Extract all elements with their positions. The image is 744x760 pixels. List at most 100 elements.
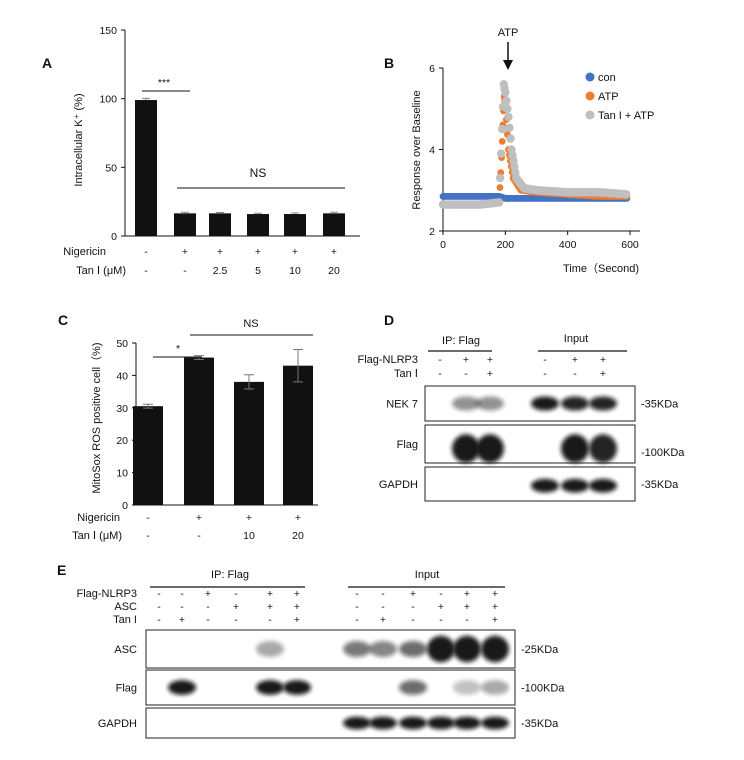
panel-b-point <box>495 173 505 183</box>
panel-e-condition-cell: - <box>439 614 443 626</box>
panel-e-condition-cell: + <box>233 601 239 613</box>
panel-e-band <box>481 635 509 663</box>
panel-d-blot: NEK 7 -35KDa <box>386 385 679 422</box>
panel-e-row-label-1: ASC <box>114 601 137 613</box>
panel-b-legend-marker <box>585 72 595 82</box>
panel-e-band <box>481 716 509 730</box>
panel-e-blot: ASC -25KDa <box>114 629 559 669</box>
panel-a-bar <box>323 213 345 236</box>
panel-e-condition-cell: + <box>464 588 470 600</box>
panel-e-band <box>369 641 397 657</box>
panel-e-band <box>453 716 481 730</box>
panel-c-row-label-tan: Tan Ⅰ (μM) <box>72 530 122 542</box>
panel-b-legend-label: con <box>598 72 616 84</box>
panel-e-group-ip: IP: Flag <box>211 569 249 581</box>
panel-d-blot-label: Flag <box>397 439 418 451</box>
panel-c-ytick-label: 20 <box>116 435 128 447</box>
panel-b-point <box>496 149 506 158</box>
panel-e-condition-cell: + <box>464 601 470 613</box>
panel-a-bar <box>174 213 196 236</box>
panel-e-blot: GAPDH -35KDa <box>98 707 559 739</box>
panel-d: D IP: Flag Input Flag-NLRP3 Tan Ⅰ - + + - + +… <box>357 312 685 502</box>
panel-c-ns-label: NS <box>243 318 258 330</box>
panel-e-group-input: Input <box>415 569 439 581</box>
panel-d-band <box>589 396 617 411</box>
panel-e-condition-cell: - <box>355 601 359 613</box>
panel-a-condition-cell: + <box>292 246 298 258</box>
panel-d-band <box>476 396 504 411</box>
panel-e-condition-cell: - <box>355 614 359 626</box>
panel-e-condition-cell: - <box>157 588 161 600</box>
panel-b-xtick-label: 0 <box>440 239 446 251</box>
panel-e-blot-label: ASC <box>114 644 137 656</box>
panel-d-band <box>531 478 559 493</box>
panel-c-condition-cell: - <box>146 512 150 524</box>
panel-e-condition-cell: + <box>179 614 185 626</box>
panel-d-blot-size: -35KDa <box>641 399 679 411</box>
panel-e-condition-cell: - <box>411 614 415 626</box>
panel-e-condition-cell: - <box>355 588 359 600</box>
panel-e-condition-cell: - <box>234 614 238 626</box>
panel-d-condition-cell: - <box>543 368 547 380</box>
panel-e-band <box>369 716 397 730</box>
panel-e-condition-cell: + <box>492 588 498 600</box>
panel-d-condition-cell: - <box>543 354 547 366</box>
panel-a-row-label-nigericin: Nigericin <box>63 246 106 258</box>
panel-d-condition-cell: + <box>463 354 469 366</box>
panel-a-condition-cell: + <box>182 246 188 258</box>
panel-e-blot-size: -25KDa <box>521 644 559 656</box>
panel-d-band <box>452 396 480 411</box>
panel-c: C MitoSox ROS positive cell（%) 0 10 20 30 40… <box>58 312 318 542</box>
panel-a-condition-cell: 10 <box>289 265 301 277</box>
panel-a-ytick-label: 100 <box>99 94 117 106</box>
panel-d-band <box>589 478 617 493</box>
panel-e-label: E <box>57 562 66 578</box>
panel-e-condition-cell: - <box>439 588 443 600</box>
panel-e-band <box>283 680 311 695</box>
panel-e-condition-cell: - <box>234 588 238 600</box>
panel-d-label: D <box>384 312 394 328</box>
panel-e-blot: Flag -100KDa <box>116 669 565 706</box>
panel-c-ytick-label: 0 <box>122 500 128 512</box>
panel-b-point <box>506 134 515 143</box>
panel-b-xtick-label: 600 <box>621 239 639 251</box>
panel-d-row-label-1: Tan Ⅰ <box>394 368 418 380</box>
panel-c-bar <box>133 406 163 505</box>
panel-b-point <box>498 124 507 134</box>
panel-c-ytick-label: 40 <box>116 370 128 382</box>
panel-b-xlabel: Time（Second) <box>563 262 639 275</box>
panel-a-condition-cell: 2.5 <box>213 265 228 277</box>
panel-c-bar <box>234 381 264 505</box>
panel-e-condition-cell: - <box>180 588 184 600</box>
panel-e-condition-cell: - <box>381 588 385 600</box>
panel-e-condition-cell: - <box>411 601 415 613</box>
panel-a-ytick-label: 150 <box>99 25 117 37</box>
panel-b: B Response over Baseline Time（Second) 2 4… <box>384 27 654 275</box>
panel-d-blot-size: -100KDa <box>641 447 685 459</box>
panel-a-sig-label: *** <box>158 77 170 89</box>
panel-e-condition-cell: + <box>294 601 300 613</box>
panel-c-sig-label: * <box>176 343 180 355</box>
panel-a-condition-cell: - <box>183 265 187 277</box>
panel-e-condition-cell: - <box>465 614 469 626</box>
panel-e-condition-cell: - <box>381 601 385 613</box>
panel-e-condition-cell: - <box>157 614 161 626</box>
panel-b-point <box>505 123 514 132</box>
panel-b-legend-marker <box>585 110 595 120</box>
panel-a-label: A <box>42 55 52 71</box>
panel-a-ytick-label: 50 <box>105 162 117 174</box>
panel-a-ns-label: NS <box>250 166 267 180</box>
panel-e-band <box>343 641 371 657</box>
panel-e-row-label-2: Tan I <box>113 614 137 626</box>
panel-c-ytick-label: 10 <box>116 468 128 480</box>
panel-b-ylabel: Response over Baseline <box>411 90 423 209</box>
panel-d-band <box>452 434 480 463</box>
panel-e-condition-cell: + <box>294 588 300 600</box>
panel-b-point <box>504 112 513 122</box>
panel-e-condition-cell: + <box>294 614 300 626</box>
panel-a-condition-cell: + <box>331 246 337 258</box>
panel-b-point <box>503 104 512 113</box>
panel-b-point <box>501 88 510 97</box>
